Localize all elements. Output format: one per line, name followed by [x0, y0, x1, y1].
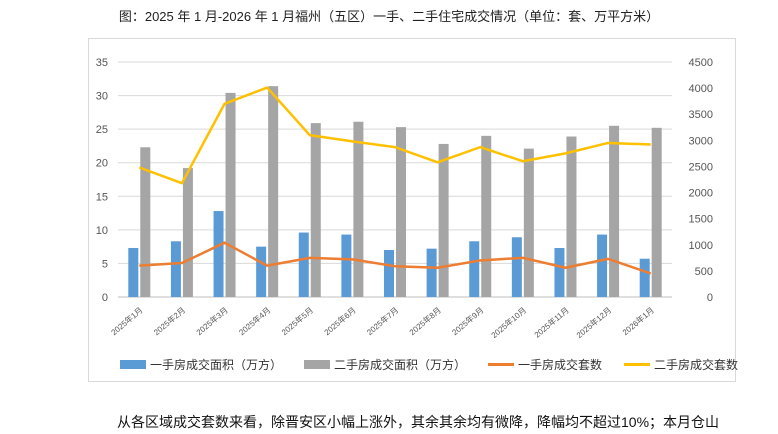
- bar-secondary-area: [609, 125, 620, 298]
- y-left-tick-label: 25: [96, 124, 108, 136]
- footer-paragraph: 从各区域成交套数来看，除晋安区小幅上涨外，其余其余均有微降，降幅均不超过10%；…: [117, 414, 720, 430]
- bar-secondary-area: [310, 123, 321, 297]
- legend-swatch-primary-units: [488, 363, 515, 366]
- bar-primary-area: [298, 232, 309, 297]
- bar-secondary-area: [182, 168, 193, 297]
- legend-label-secondary-units: 二手房成交套数: [654, 358, 739, 372]
- bar-secondary-area: [140, 147, 151, 297]
- y-right-tick-label: 0: [707, 292, 713, 304]
- legend: 一手房成交面积（万方） 二手房成交面积（万方） 一手房成交套数 二手房成交套数: [120, 356, 740, 373]
- legend-item-secondary-units: 二手房成交套数: [624, 356, 738, 373]
- x-tick-label: 2025年8月: [407, 305, 443, 337]
- bar-secondary-area: [481, 135, 492, 297]
- legend-item-primary-units: 一手房成交套数: [488, 356, 602, 373]
- x-tick-label: 2025年6月: [322, 305, 358, 337]
- legend-swatch-primary-area: [120, 360, 146, 369]
- bar-primary-area: [213, 211, 224, 297]
- y-right-tick-label: 3000: [689, 135, 713, 147]
- legend-label-primary-units: 一手房成交套数: [518, 358, 603, 372]
- y-left-tick-label: 15: [96, 191, 108, 203]
- x-tick-label: 2025年11月: [532, 305, 571, 340]
- bar-primary-area: [170, 241, 181, 297]
- bar-secondary-area: [396, 127, 406, 297]
- bar-primary-area: [554, 247, 565, 297]
- bar-secondary-area: [523, 148, 534, 297]
- legend-item-primary-area: 一手房成交面积（万方）: [120, 356, 282, 373]
- y-left-tick-label: 5: [102, 258, 108, 270]
- y-right-tick-label: 2500: [689, 161, 713, 173]
- y-right-tick-label: 500: [695, 266, 713, 278]
- bar-secondary-area: [268, 86, 279, 298]
- x-tick-label: 2025年12月: [574, 305, 613, 340]
- chart-title: 图：2025 年 1 月-2026 年 1 月福州（五区）一手、二手住宅成交情况…: [118, 9, 660, 24]
- y-left-tick-label: 30: [96, 91, 108, 103]
- x-tick-label: 2025年5月: [279, 305, 315, 337]
- y-left-tick-label: 20: [96, 158, 108, 170]
- y-right-tick-label: 1000: [689, 240, 713, 252]
- x-tick-label: 2025年3月: [194, 305, 230, 337]
- x-tick-label: 2025年2月: [151, 305, 187, 337]
- bar-primary-area: [256, 246, 267, 297]
- x-tick-label: 2025年4月: [237, 305, 273, 337]
- bar-secondary-area: [651, 127, 662, 297]
- x-tick-label: 2025年1月: [109, 305, 145, 337]
- bar-primary-area: [511, 237, 522, 297]
- legend-label-primary-area: 一手房成交面积（万方）: [150, 358, 283, 372]
- bar-primary-area: [426, 248, 437, 297]
- bar-secondary-area: [438, 143, 449, 297]
- y-right-tick-label: 2000: [689, 188, 713, 200]
- y-left-tick-label: 35: [96, 57, 108, 69]
- x-tick-label: 2025年9月: [450, 305, 486, 337]
- legend-swatch-secondary-area: [304, 360, 331, 369]
- bar-primary-area: [128, 247, 139, 297]
- legend-swatch-secondary-units: [624, 363, 651, 366]
- bar-secondary-area: [353, 121, 364, 297]
- y-left-tick-label: 0: [102, 292, 108, 304]
- bar-primary-area: [639, 258, 650, 297]
- y-right-tick-label: 1500: [689, 214, 713, 226]
- bar-primary-area: [341, 234, 352, 297]
- y-left-tick-label: 10: [96, 225, 108, 237]
- legend-item-secondary-area: 二手房成交面积（万方）: [304, 356, 466, 373]
- bar-primary-area: [597, 234, 608, 297]
- y-right-tick-label: 4000: [689, 83, 713, 95]
- y-right-tick-label: 4500: [689, 57, 713, 69]
- legend-label-secondary-area: 二手房成交面积（万方）: [334, 358, 467, 372]
- bar-secondary-area: [225, 92, 236, 297]
- bar-primary-area: [469, 241, 480, 297]
- chart-frame: [88, 38, 736, 382]
- y-right-tick-label: 3500: [689, 109, 713, 121]
- bar-secondary-area: [566, 136, 577, 297]
- x-tick-label: 2025年10月: [489, 305, 528, 340]
- x-tick-label: 2025年7月: [365, 305, 401, 337]
- bar-primary-area: [384, 250, 394, 297]
- x-tick-label: 2026年1月: [620, 305, 656, 337]
